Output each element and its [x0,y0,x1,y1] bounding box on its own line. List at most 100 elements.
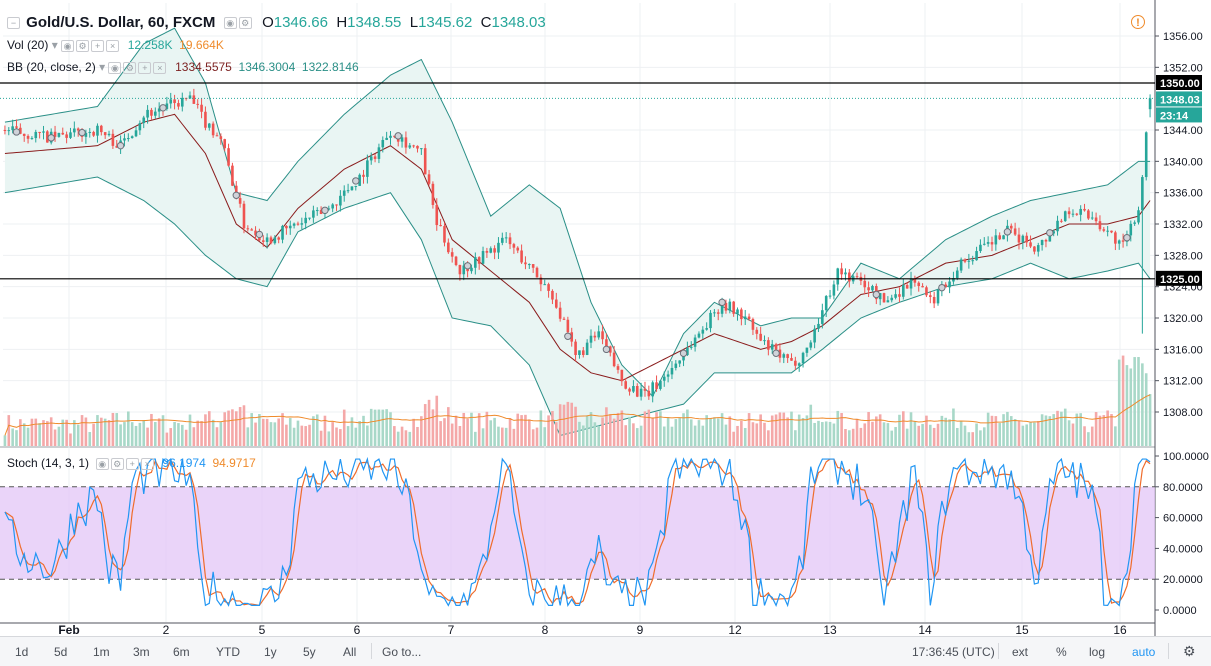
volume-bar [635,428,639,446]
volume-bar [616,412,620,446]
volume-bar [1075,413,1079,446]
visibility-icon[interactable]: ◉ [223,17,237,30]
volume-bar [574,406,577,446]
candle-body [339,195,342,206]
add-icon[interactable]: + [91,39,105,52]
visibility-icon[interactable]: ◉ [61,39,75,52]
candle-body [578,350,581,356]
range-6m[interactable]: 6m [173,645,190,659]
range-1y[interactable]: 1y [264,645,277,659]
add-icon[interactable]: + [138,61,152,74]
bar-countdown-label-bg [1156,107,1202,123]
volume-bar [705,415,708,446]
settings-icon[interactable]: ⚙ [238,17,252,30]
close-icon[interactable]: × [153,61,167,74]
settings-icon[interactable]: ⚙ [76,39,90,52]
candle-body [928,295,932,297]
volume-bar [967,432,971,446]
volume-bar [381,409,385,446]
volume-bar [180,424,184,446]
range-5y[interactable]: 5y [303,645,316,659]
event-marker [321,206,329,214]
volume-bar [747,413,751,446]
candle-body [990,242,994,245]
candle-body [809,342,813,348]
visibility-icon[interactable]: ◉ [108,61,122,74]
volume-bar [431,409,435,446]
volume-bar [300,425,304,446]
dropdown-icon[interactable]: ▾ [51,38,58,52]
volume-bar [173,421,176,446]
volume-bar [238,407,242,446]
candle-body [1009,225,1013,229]
settings-icon[interactable]: ⚙ [110,457,124,470]
candle-body [705,328,708,330]
volume-bar [350,417,354,446]
candle-body [154,111,157,116]
volume-bar [346,426,350,446]
range-1m[interactable]: 1m [93,645,110,659]
log-toggle[interactable]: log [1089,645,1106,659]
candle-body [508,237,512,245]
candle-body [562,318,566,320]
candle-body [624,381,627,389]
volume-bar [285,424,288,446]
goto-button[interactable]: Go to... [382,645,422,659]
event-marker [116,141,125,150]
volume-bar [7,415,11,446]
range-all[interactable]: All [343,645,357,659]
candle-body [497,242,500,253]
exclamation-circle-icon[interactable]: ! [1131,15,1145,29]
volume-bar [1110,414,1113,446]
candle-body [1013,228,1017,235]
volume-bar [204,414,207,446]
volume-bar [192,427,196,446]
clock-readout[interactable]: 17:36:45 (UTC) [912,645,995,659]
stoch-name[interactable]: Stoch (14, 3, 1) [7,456,90,470]
candle-body [188,95,192,99]
volume-bar [913,421,917,446]
percent-toggle[interactable]: % [1056,645,1067,659]
ext-toggle[interactable]: ext [1012,645,1029,659]
volume-bar [986,412,990,446]
volume-bar [790,411,793,446]
volume-bar [828,421,832,446]
dropdown-icon[interactable]: ▾ [99,60,106,74]
volume-bar [628,416,631,446]
volume-name[interactable]: Vol (20) [7,38,49,52]
auto-toggle[interactable]: auto [1132,645,1156,659]
volume-bar [605,407,608,446]
range-ytd[interactable]: YTD [216,645,240,659]
close-icon[interactable]: × [106,39,120,52]
volume-bar [443,418,446,446]
volume-bar [859,427,863,446]
volume-bar [786,417,789,446]
candle-body [362,174,365,177]
volume-bar [481,428,485,446]
close-icon[interactable]: × [140,457,154,470]
settings-icon[interactable]: ⚙ [123,61,137,74]
range-3m[interactable]: 3m [133,645,150,659]
event-marker [679,349,688,357]
range-1d[interactable]: 1d [15,645,29,659]
time-tick-label: 6 [354,623,361,637]
volume-bar [932,427,936,446]
range-5d[interactable]: 5d [54,645,68,659]
volume-bar [963,425,967,446]
collapse-legend-icon[interactable]: − [7,17,20,30]
candle-body [905,285,909,289]
time-tick-label: 8 [542,623,549,637]
candle-body [261,240,265,242]
bb-name[interactable]: BB (20, close, 2) [7,60,96,74]
candle-body [801,352,805,364]
horizontal-lines[interactable] [0,82,1155,280]
candle-body [69,132,72,138]
gear-icon[interactable]: ⚙ [1183,643,1196,659]
add-icon[interactable]: + [125,457,139,470]
visibility-icon[interactable]: ◉ [95,457,109,470]
volume-bar [485,411,489,446]
volume-bar [928,424,932,446]
candle-body [898,294,901,297]
symbol-title[interactable]: Gold/U.S. Dollar, 60, FXCM [26,14,216,31]
